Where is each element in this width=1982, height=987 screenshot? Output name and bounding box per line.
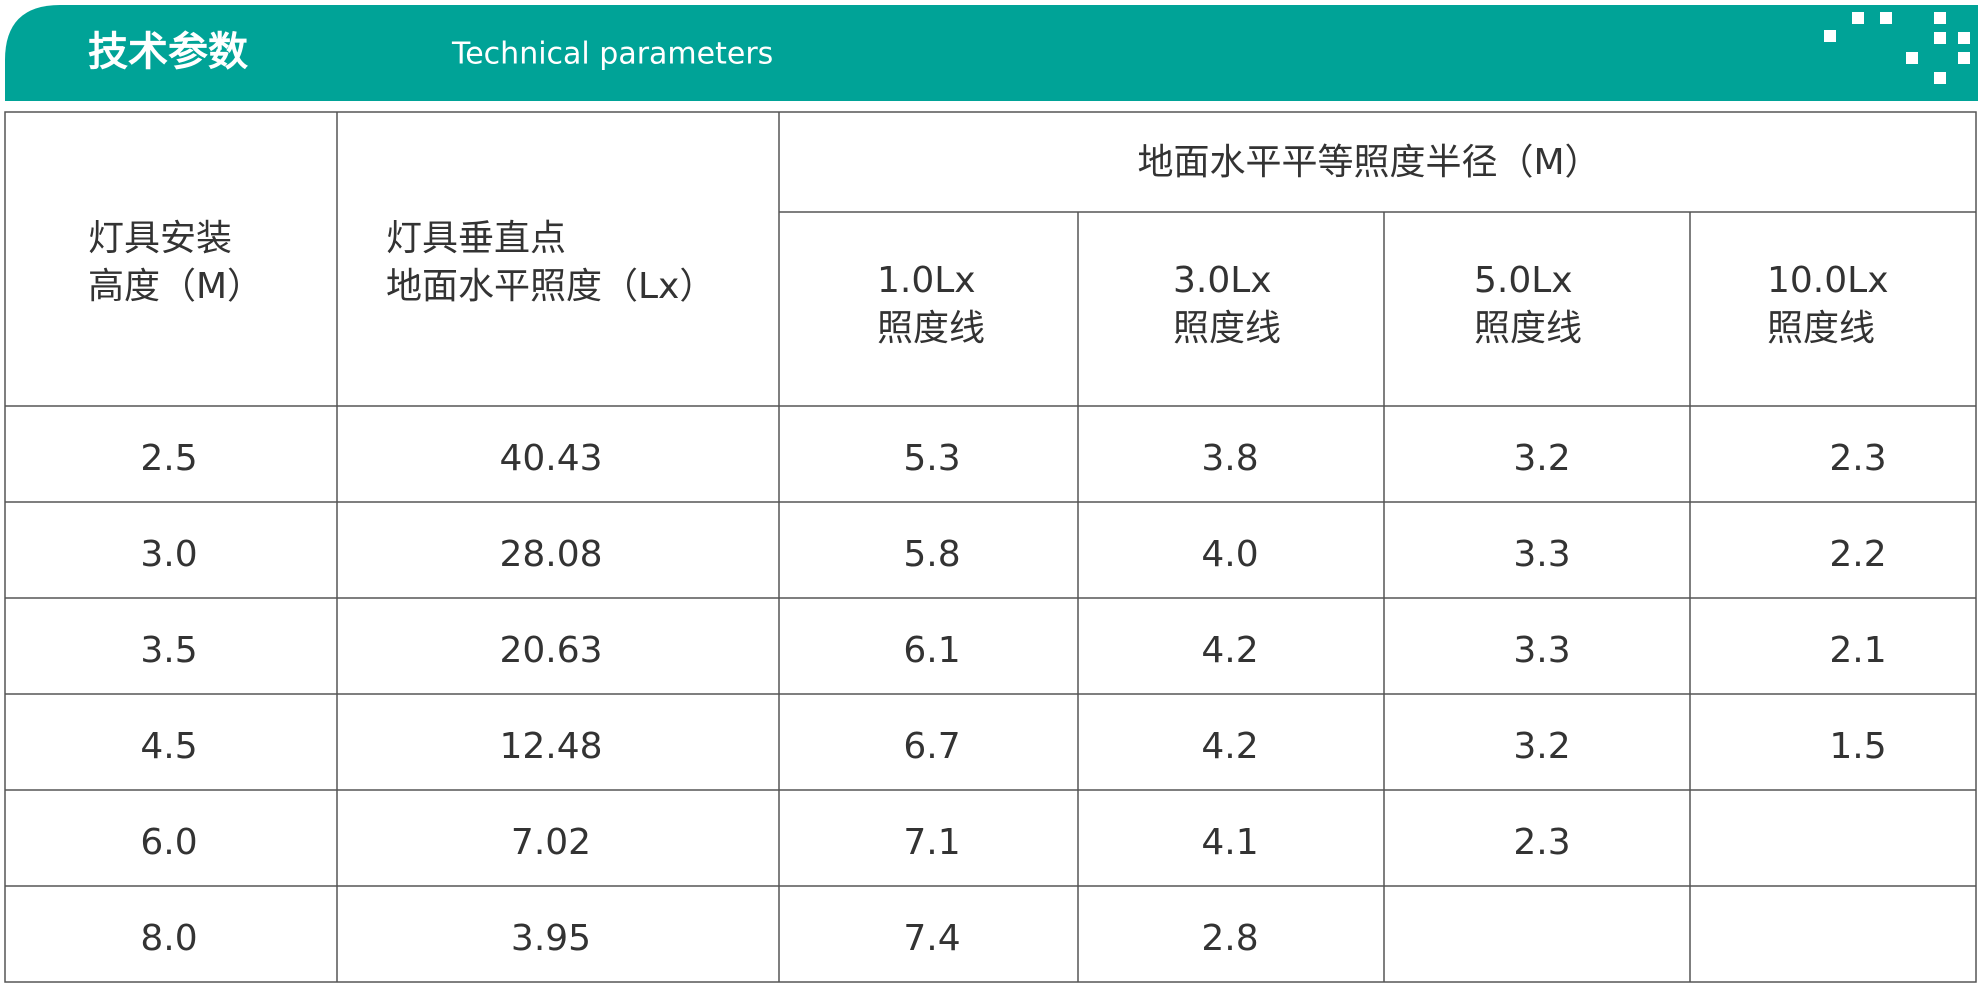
table-cell: 4.1 [1201,822,1258,863]
table-cell: 2.3 [1513,822,1570,863]
table-cell: 3.5 [140,630,197,671]
table-cell: 1.5 [1829,726,1886,767]
group-header: 地面水平平等照度半径（M） [1137,142,1600,183]
column-header: 照度线 [877,308,985,349]
column-header: 高度（M） [88,266,263,307]
table-cell: 3.95 [511,918,591,959]
table-cell: 3.3 [1513,630,1570,671]
table-cell: 40.43 [499,438,602,479]
column-header: 地面水平照度（Lx） [386,266,715,307]
table-cell: 7.4 [903,918,960,959]
table-cell: 5.3 [903,438,960,479]
column-header: 灯具安装 [88,218,232,259]
table-cell: 12.48 [499,726,602,767]
table-cell: 6.0 [140,822,197,863]
table-cell: 4.5 [140,726,197,767]
column-header: 3.0Lx [1173,260,1272,301]
table-cell: 4.0 [1201,534,1258,575]
table-cell: 4.2 [1201,726,1258,767]
column-header: 照度线 [1474,308,1582,349]
column-header: 1.0Lx [877,260,976,301]
column-header: 照度线 [1173,308,1281,349]
table-grid [4,111,1977,983]
table-cell: 2.1 [1829,630,1886,671]
table-cell: 7.02 [511,822,591,863]
table-cell: 3.2 [1513,726,1570,767]
table-cell: 2.5 [140,438,197,479]
table-cell: 20.63 [499,630,602,671]
table-cell: 2.8 [1201,918,1258,959]
header-decoration [1824,12,1970,84]
table-cell: 3.2 [1513,438,1570,479]
table-cell: 6.7 [903,726,960,767]
table-cell: 8.0 [140,918,197,959]
header-title: 技术参数 [88,29,248,75]
table-cell: 6.1 [903,630,960,671]
table-cell: 2.3 [1829,438,1886,479]
column-header: 灯具垂直点 [386,218,566,259]
header-subtitle: Technical parameters [451,37,773,72]
table-cell: 3.3 [1513,534,1570,575]
table-cell: 3.0 [140,534,197,575]
table-cell: 7.1 [903,822,960,863]
column-header: 照度线 [1767,308,1875,349]
table-cell: 2.2 [1829,534,1886,575]
table-cell: 3.8 [1201,438,1258,479]
table-cell: 28.08 [499,534,602,575]
header-banner [5,5,1978,101]
column-header: 10.0Lx [1767,260,1889,301]
column-header: 5.0Lx [1474,260,1573,301]
table-cell: 5.8 [903,534,960,575]
table-cell: 4.2 [1201,630,1258,671]
